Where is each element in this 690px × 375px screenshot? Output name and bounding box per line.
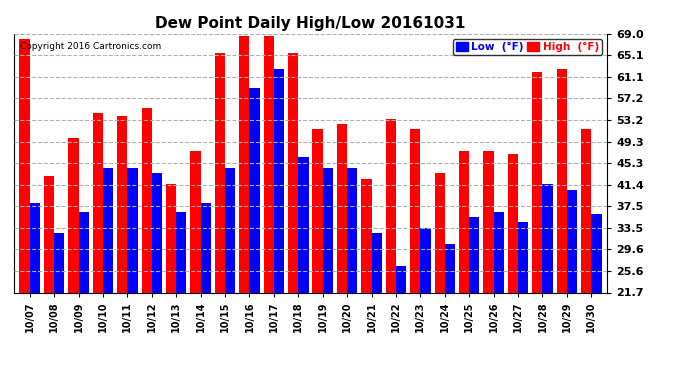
Bar bbox=[508, 154, 518, 292]
Bar bbox=[68, 138, 79, 292]
Bar bbox=[225, 168, 235, 292]
Bar bbox=[44, 176, 54, 292]
Bar bbox=[128, 168, 137, 292]
Bar bbox=[201, 203, 211, 292]
Bar bbox=[567, 190, 577, 292]
Bar bbox=[542, 184, 553, 292]
Bar bbox=[103, 168, 113, 292]
Bar bbox=[92, 113, 103, 292]
Bar bbox=[591, 214, 602, 292]
Bar bbox=[386, 118, 396, 292]
Bar bbox=[371, 233, 382, 292]
Bar bbox=[288, 53, 298, 292]
Bar bbox=[19, 39, 30, 292]
Bar bbox=[445, 244, 455, 292]
Text: Copyright 2016 Cartronics.com: Copyright 2016 Cartronics.com bbox=[20, 42, 161, 51]
Bar bbox=[141, 108, 152, 292]
Bar bbox=[396, 266, 406, 292]
Bar bbox=[532, 72, 542, 292]
Bar bbox=[298, 157, 308, 292]
Bar bbox=[54, 233, 64, 292]
Bar bbox=[176, 211, 186, 292]
Bar bbox=[250, 88, 259, 292]
Bar bbox=[581, 129, 591, 292]
Bar bbox=[435, 173, 445, 292]
Bar bbox=[264, 36, 274, 292]
Bar bbox=[215, 53, 225, 292]
Bar bbox=[274, 69, 284, 292]
Bar bbox=[190, 152, 201, 292]
Bar bbox=[313, 129, 323, 292]
Bar bbox=[337, 124, 347, 292]
Title: Dew Point Daily High/Low 20161031: Dew Point Daily High/Low 20161031 bbox=[155, 16, 466, 31]
Bar bbox=[410, 129, 420, 292]
Bar bbox=[469, 217, 480, 292]
Bar bbox=[323, 168, 333, 292]
Bar bbox=[493, 211, 504, 292]
Bar bbox=[484, 152, 493, 292]
Bar bbox=[347, 168, 357, 292]
Bar bbox=[30, 203, 40, 292]
Bar bbox=[362, 179, 371, 292]
Bar bbox=[152, 173, 162, 292]
Legend: Low  (°F), High  (°F): Low (°F), High (°F) bbox=[453, 39, 602, 55]
Bar bbox=[459, 152, 469, 292]
Bar bbox=[420, 228, 431, 292]
Bar bbox=[79, 211, 89, 292]
Bar bbox=[518, 222, 529, 292]
Bar bbox=[557, 69, 567, 292]
Bar bbox=[166, 184, 176, 292]
Bar bbox=[239, 36, 250, 292]
Bar bbox=[117, 116, 128, 292]
